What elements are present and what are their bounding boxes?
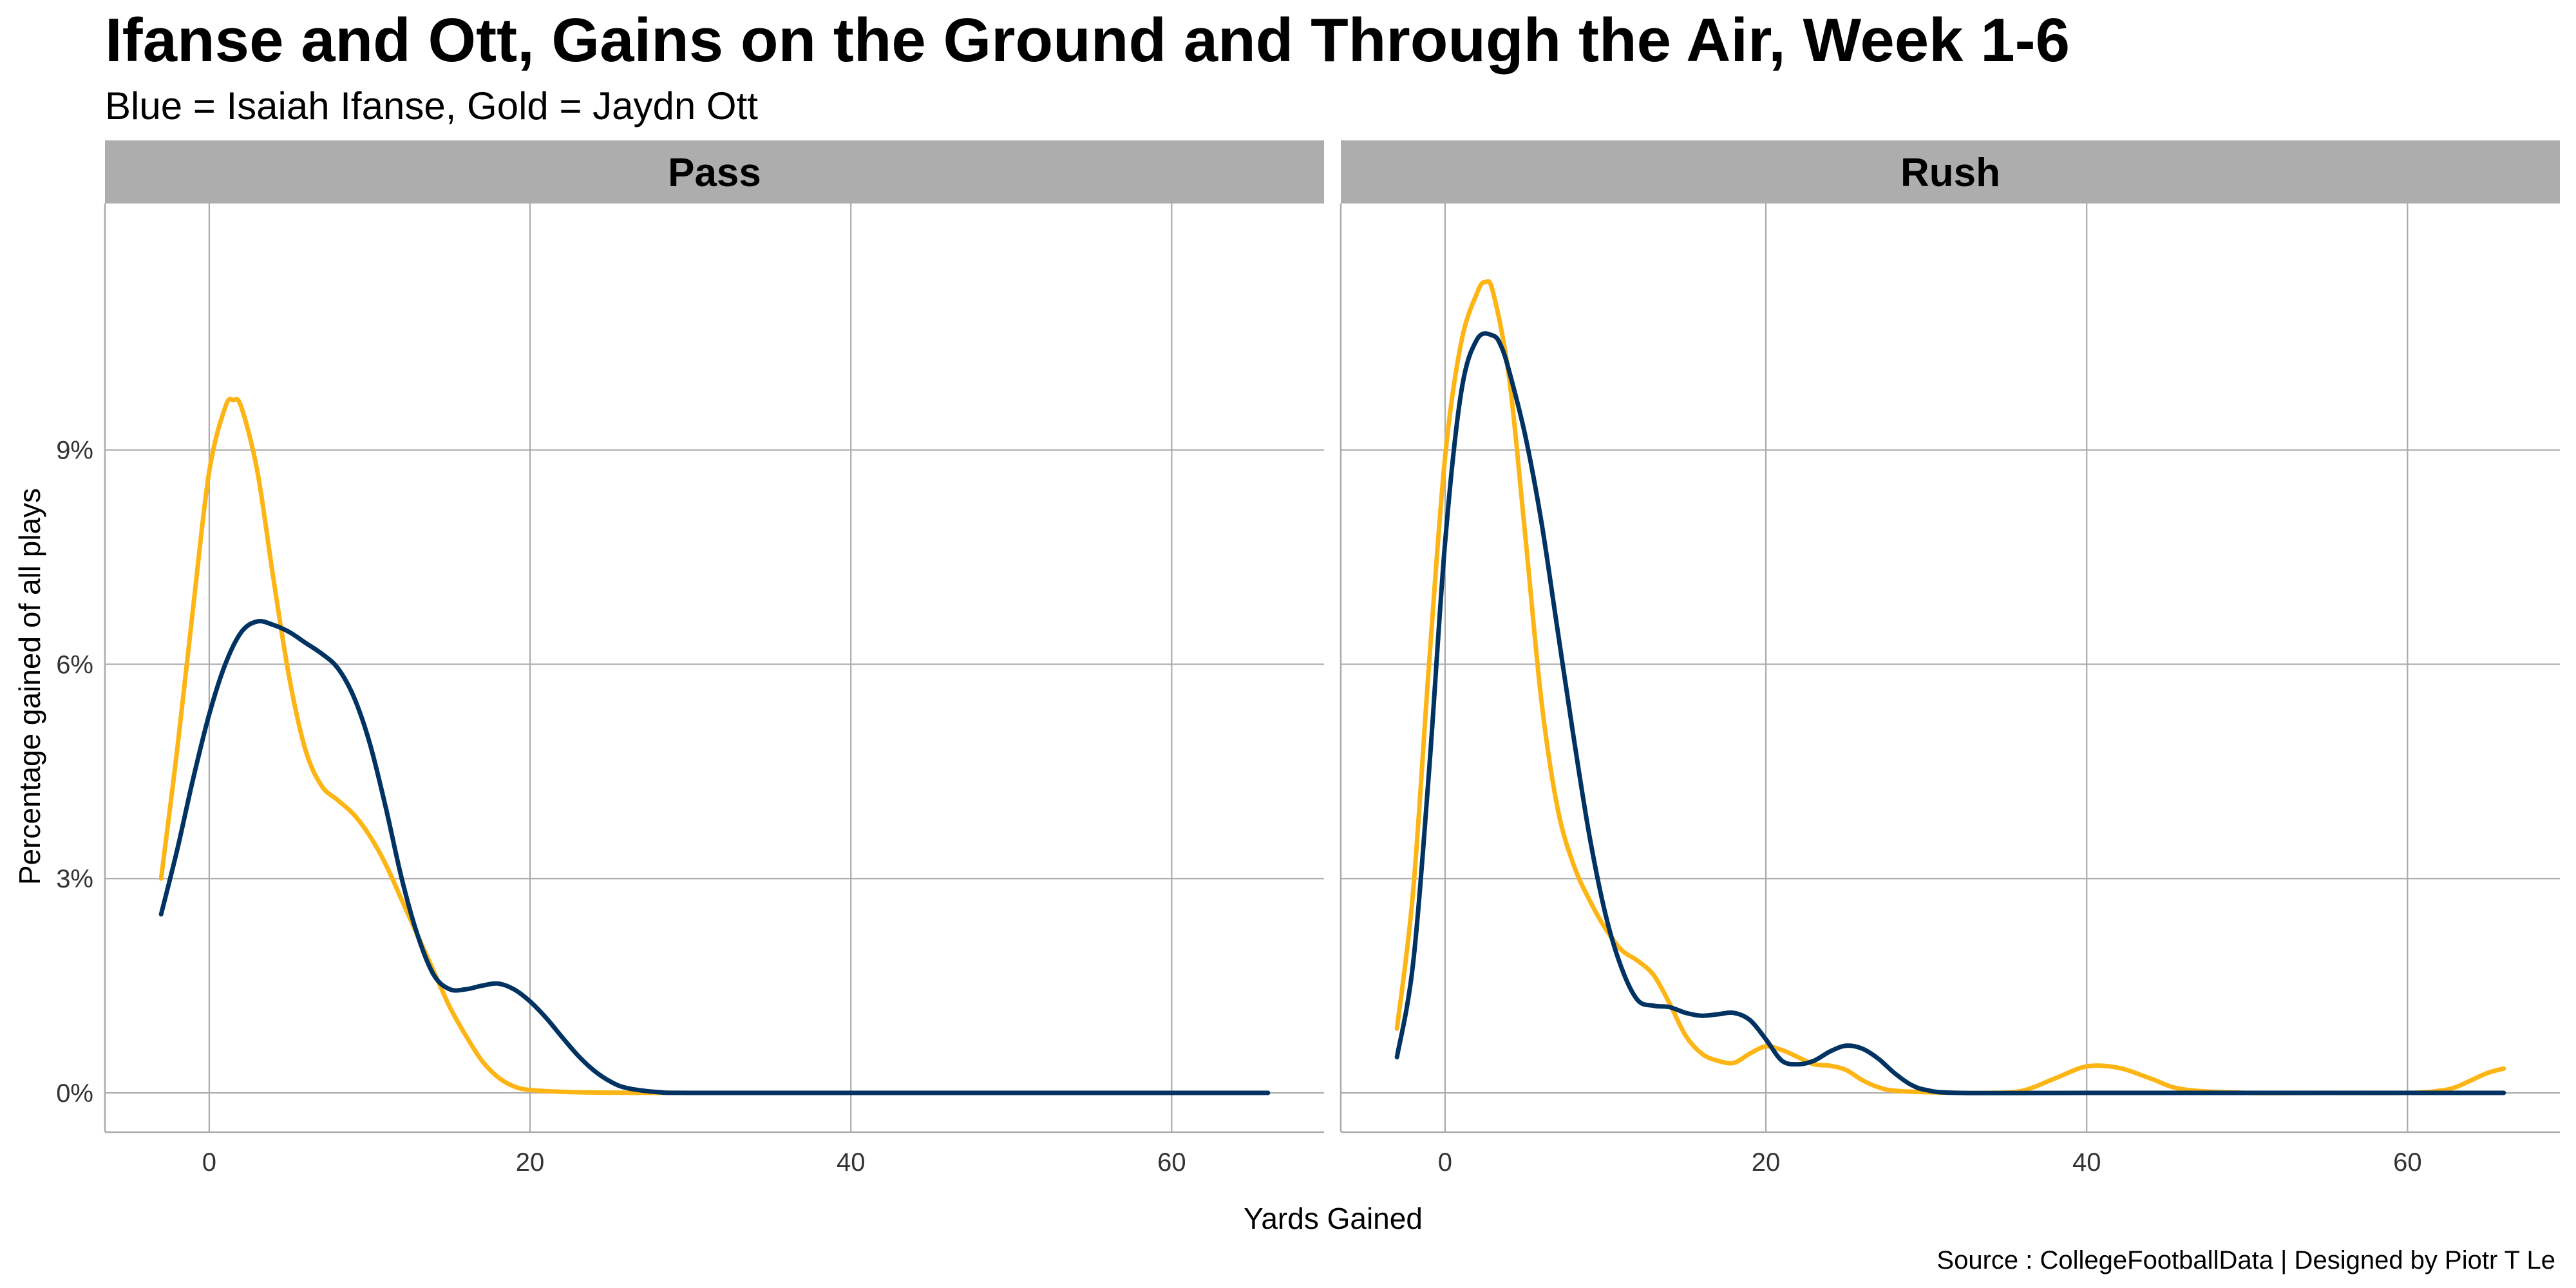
x-tick-label: 60 (1157, 1148, 1186, 1177)
series-line-isaiah-ifanse-rush (1394, 331, 2506, 1095)
panel-rush: Rush 0 20 40 60 (1340, 140, 2560, 1177)
facet-label-pass: Pass (668, 151, 761, 195)
chart-subtitle: Blue = Isaiah Ifanse, Gold = Jaydn Ott (105, 84, 758, 128)
series-line-isaiah-ifanse-pass (158, 618, 1271, 1095)
x-axis-title: Yards Gained (1244, 1202, 1423, 1235)
y-axis-title: Percentage gained of all plays (13, 488, 46, 885)
series-line-jaydn-ott-rush (1394, 279, 2506, 1095)
y-tick-label: 6% (56, 650, 93, 679)
facet-label-rush: Rush (1900, 151, 2000, 195)
x-tick-label: 40 (2072, 1148, 2101, 1177)
x-tick-label: 20 (1752, 1148, 1781, 1177)
x-tick-label: 20 (516, 1148, 545, 1177)
x-tick-label: 40 (837, 1148, 866, 1177)
x-tick-label: 0 (202, 1148, 216, 1177)
facet-strip-pass (105, 140, 1324, 204)
y-tick-label: 0% (56, 1079, 93, 1108)
series-line-jaydn-ott-pass (158, 397, 1271, 1095)
chart-title: Ifanse and Ott, Gains on the Ground and … (105, 6, 2070, 75)
panel-pass: Pass 0 20 40 60 0% 3% 6% 9% (56, 140, 1324, 1177)
y-tick-label: 9% (56, 437, 93, 465)
y-tick-label: 3% (56, 865, 93, 893)
chart-caption: Source : CollegeFootballData | Designed … (1937, 1246, 2555, 1274)
x-tick-label: 0 (1438, 1148, 1452, 1177)
facet-strip-rush (1341, 140, 2560, 204)
x-tick-label: 60 (2393, 1148, 2422, 1177)
